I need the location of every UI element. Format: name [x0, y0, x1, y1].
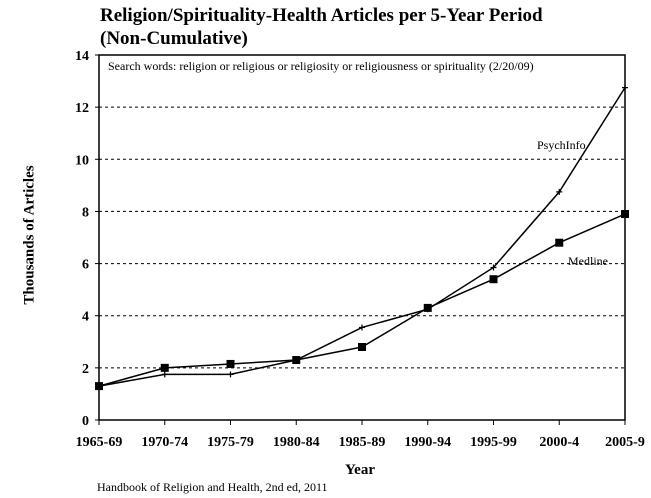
point-psychinfo-1970-74: [161, 371, 168, 378]
point-psychinfo-1975-79: [227, 371, 234, 378]
point-medline-1990-94: [423, 303, 432, 312]
x-tick-label-1985-89: 1985-89: [339, 435, 386, 450]
y-tick-label-14: 14: [75, 49, 89, 64]
point-medline-1980-84: [292, 356, 301, 365]
point-medline-1970-74: [160, 363, 169, 372]
series-line-medline: [98, 213, 626, 387]
point-psychinfo-1985-89: [359, 324, 365, 331]
series-label-medline: Medline: [568, 254, 608, 268]
point-psychinfo-2000-4: [556, 188, 563, 195]
point-psychinfo-2005-9: [622, 84, 628, 91]
series-line-psychinfo: [98, 87, 626, 387]
chart-title-line1: Religion/Spirituality-Health Articles pe…: [100, 5, 543, 26]
point-medline-1975-79: [226, 359, 235, 368]
x-axis-label: Year: [345, 462, 375, 478]
point-medline-1965-69: [95, 382, 103, 391]
x-tick-label-1980-84: 1980-84: [273, 435, 320, 450]
x-tick-label-2005-9: 2005-9: [605, 435, 645, 450]
x-tick-label-1965-69: 1965-69: [76, 435, 123, 450]
y-tick-label-6: 6: [82, 258, 89, 273]
point-psychinfo-1995-99: [490, 264, 497, 271]
source-note: Handbook of Religion and Health, 2nd ed,…: [97, 480, 328, 494]
search-words-annotation: Search words: religion or religious or r…: [108, 59, 534, 73]
x-tick-label-2000-4: 2000-4: [539, 435, 579, 450]
y-tick-label-0: 0: [82, 414, 89, 429]
y-tick-label-12: 12: [75, 101, 89, 116]
x-tick-label-1970-74: 1970-74: [141, 435, 188, 450]
chart-title: Religion/Spirituality-Health Articles pe…: [100, 4, 543, 50]
point-medline-1995-99: [489, 275, 498, 284]
y-tick-label-10: 10: [75, 153, 89, 168]
y-tick-label-4: 4: [82, 310, 89, 325]
point-medline-2005-9: [621, 210, 629, 219]
y-axis-label: Thousands of Articles: [21, 165, 38, 305]
point-medline-2000-4: [555, 238, 564, 247]
series-label-psychinfo: PsychInfo: [537, 138, 586, 152]
chart-subtitle: (Non-Cumulative): [100, 28, 248, 49]
point-medline-1985-89: [358, 343, 366, 351]
x-tick-label-1975-79: 1975-79: [207, 435, 254, 450]
x-tick-label-1990-94: 1990-94: [404, 435, 451, 450]
x-tick-label-1995-99: 1995-99: [470, 435, 517, 450]
plot-frame: [98, 54, 626, 421]
y-tick-label-8: 8: [82, 205, 89, 220]
y-tick-label-2: 2: [82, 362, 89, 377]
